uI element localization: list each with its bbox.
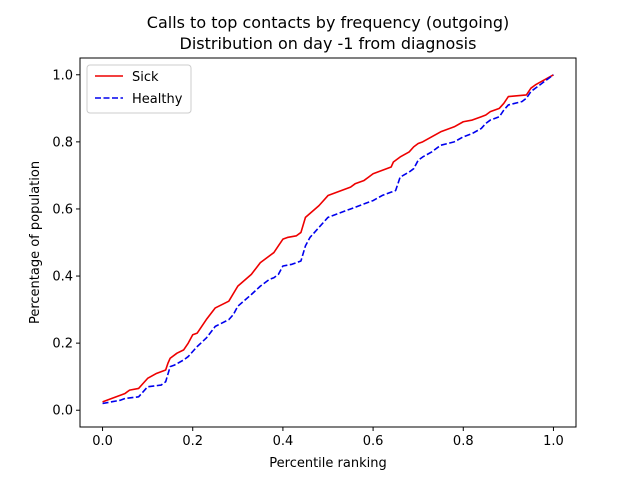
y-tick-label: 0.8 — [52, 135, 73, 150]
y-tick-label: 0.6 — [52, 202, 73, 217]
y-tick-label: 1.0 — [52, 68, 73, 83]
x-tick-label: 0.2 — [182, 434, 203, 449]
series-layer — [102, 74, 554, 405]
x-tick-label: 0.0 — [92, 434, 113, 449]
legend-label-healthy: Healthy — [132, 92, 183, 107]
y-tick-label: 0.4 — [52, 270, 73, 285]
y-axis: 0.0 0.2 0.4 0.6 0.8 1.0 — [52, 68, 80, 419]
plot-area: 0.0 0.2 0.4 0.6 0.8 1.0 0.0 0.2 0.4 0.6 0.8 1.0 — [52, 57, 577, 449]
plot-border — [79, 57, 577, 428]
legend-label-sick: Sick — [132, 70, 159, 85]
x-tick-label: 0.8 — [453, 434, 474, 449]
chart-subtitle: Distribution on day -1 from diagnosis — [180, 34, 477, 53]
legend-box — [86, 64, 192, 114]
plot-frame — [80, 58, 576, 427]
x-tick-label: 0.4 — [273, 434, 294, 449]
series-line-healthy — [102, 74, 554, 405]
x-axis: 0.0 0.2 0.4 0.6 0.8 1.0 — [92, 427, 564, 449]
series-line-sick — [102, 74, 554, 403]
chart-title: Calls to top contacts by frequency (outg… — [147, 13, 509, 32]
x-axis-label: Percentile ranking — [269, 456, 386, 471]
y-axis-label: Percentage of population — [28, 161, 43, 324]
y-tick-label: 0.2 — [52, 337, 73, 352]
y-tick-label: 0.0 — [52, 404, 73, 419]
legend: Sick Healthy — [86, 64, 192, 114]
x-tick-label: 0.6 — [363, 434, 384, 449]
x-tick-label: 1.0 — [543, 434, 564, 449]
